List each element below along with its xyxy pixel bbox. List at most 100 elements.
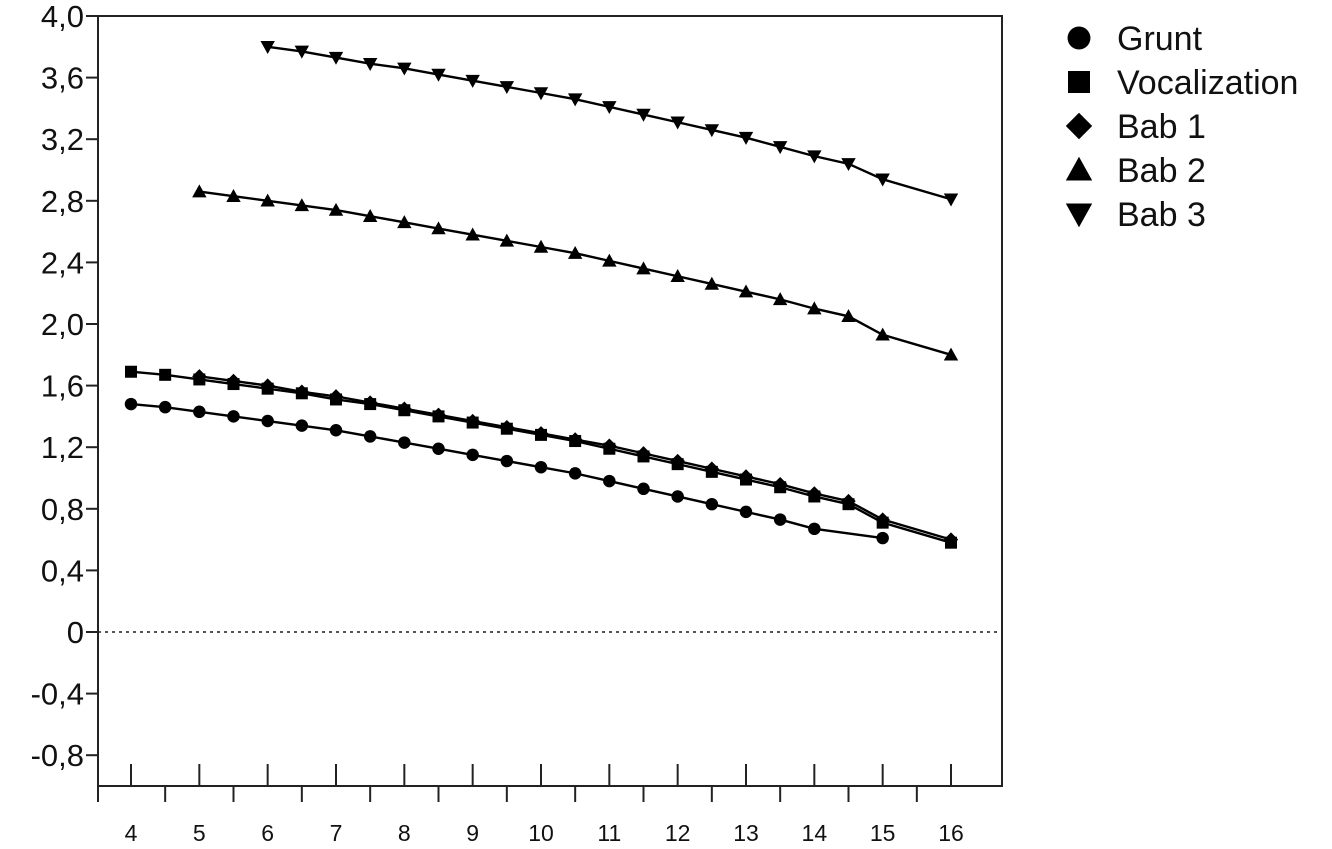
data-point-triangle-down	[499, 81, 515, 95]
data-point-triangle-down	[875, 173, 890, 187]
series-line	[130, 402, 883, 540]
data-point-triangle-up	[670, 269, 685, 283]
data-point-triangle-down	[362, 57, 378, 71]
data-point-triangle-up	[192, 184, 207, 198]
data-point-triangle-up	[533, 239, 549, 253]
legend-marker-triangle-up	[1065, 156, 1093, 181]
y-tick-label: 2,8	[41, 184, 84, 219]
data-point-circle	[261, 414, 274, 428]
y-tick-label: 1,6	[41, 369, 84, 404]
data-point-triangle-down	[807, 150, 822, 164]
plot-area-frame	[97, 15, 1003, 787]
data-point-triangle-up	[328, 202, 344, 216]
legend-marker-square	[1068, 71, 1090, 93]
data-point-diamond	[670, 453, 685, 469]
x-tick-label: 15	[870, 820, 896, 846]
data-point-triangle-up	[397, 215, 412, 229]
data-point-triangle-down	[294, 45, 310, 59]
x-tick-label: 13	[733, 820, 759, 846]
data-point-triangle-up	[567, 245, 583, 259]
data-point-diamond	[499, 419, 515, 435]
x-tick-label: 14	[802, 820, 828, 846]
data-point-circle	[227, 410, 240, 423]
data-point-triangle-up	[465, 227, 480, 241]
data-point-diamond	[602, 438, 617, 453]
data-point-triangle-up	[499, 233, 515, 247]
y-tick-label: 2,0	[41, 307, 84, 342]
data-point-diamond	[465, 413, 480, 429]
data-point-diamond	[738, 469, 754, 484]
data-point-diamond	[636, 446, 651, 461]
data-point-circle	[193, 405, 206, 419]
y-tick-label: 3,6	[41, 61, 84, 96]
data-point-triangle-down	[328, 51, 344, 65]
x-tick-label: 16	[938, 820, 964, 846]
data-point-circle	[466, 448, 479, 462]
x-axis-ticks: 4 5 6 7 8 9 10 11 12 13 14 15 16	[97, 764, 964, 846]
y-tick-label: -0,4	[31, 677, 84, 712]
legend-item: Bab 2	[1065, 152, 1206, 190]
series-grunt	[124, 397, 889, 545]
legend-item: Bab 1	[1065, 108, 1206, 146]
data-point-triangle-down	[533, 87, 549, 101]
data-point-circle	[876, 531, 889, 545]
data-point-triangle-up	[260, 193, 275, 207]
data-point-triangle-down	[397, 62, 412, 76]
y-tick-label: 0,8	[41, 492, 84, 527]
legend-item: Bab 3	[1065, 196, 1206, 234]
series-line	[267, 45, 952, 201]
data-point-circle	[363, 430, 377, 443]
legend-label: Bab 3	[1117, 196, 1206, 234]
y-tick-label: 0,4	[41, 553, 84, 588]
series-bab-2	[192, 184, 959, 361]
data-point-triangle-down	[772, 141, 788, 155]
data-point-circle	[568, 467, 582, 480]
legend-marker-circle	[1067, 26, 1091, 50]
data-point-circle	[158, 400, 172, 414]
data-point-triangle-up	[943, 347, 959, 361]
data-point-circle	[398, 436, 411, 449]
data-point-diamond	[533, 426, 549, 441]
data-point-triangle-down	[841, 158, 856, 172]
data-point-triangle-up	[875, 327, 890, 341]
data-point-diamond	[772, 476, 788, 492]
data-point-triangle-down	[636, 108, 651, 122]
data-point-triangle-down	[738, 131, 754, 145]
data-point-triangle-up	[772, 292, 788, 306]
data-point-diamond	[226, 373, 241, 389]
series-line	[199, 190, 952, 356]
x-tick-label: 11	[597, 820, 621, 846]
data-point-triangle-up	[636, 261, 651, 275]
series-vocalization	[125, 365, 957, 549]
data-point-triangle-down	[670, 116, 685, 130]
data-point-circle	[124, 397, 138, 411]
data-point-triangle-up	[602, 253, 617, 267]
data-point-triangle-down	[567, 93, 583, 107]
series-layer	[124, 41, 959, 549]
data-point-triangle-down	[943, 193, 959, 207]
data-point-circle	[500, 454, 514, 468]
y-axis-ticks: -0,8 -0,4 0 0,4 0,8 1,2 1,6 2,0 2,4 2,8 3,2 3,6 4,0	[31, 0, 98, 773]
series-bab-1	[192, 369, 959, 547]
data-point-triangle-up	[738, 284, 754, 298]
data-point-triangle-up	[362, 209, 378, 222]
data-point-circle	[739, 505, 753, 519]
data-point-diamond	[704, 461, 720, 476]
data-point-circle	[671, 490, 684, 503]
data-point-square	[125, 365, 137, 378]
data-point-circle	[808, 522, 821, 536]
data-point-circle	[329, 424, 343, 437]
legend-label: Grunt	[1117, 20, 1203, 58]
data-point-circle	[534, 460, 548, 474]
series-bab-3	[260, 41, 959, 207]
legend: Grunt Vocalization Bab 1 Bab 2 Bab 3	[1065, 20, 1298, 234]
data-point-triangle-down	[704, 124, 720, 138]
legend-label: Bab 1	[1117, 108, 1206, 146]
data-point-circle	[432, 442, 445, 455]
data-point-triangle-down	[260, 41, 275, 54]
series-line	[130, 370, 952, 544]
data-point-triangle-down	[465, 74, 480, 88]
data-point-triangle-down	[431, 68, 446, 82]
legend-marker-triangle-down	[1065, 203, 1093, 228]
data-point-diamond	[875, 512, 890, 527]
